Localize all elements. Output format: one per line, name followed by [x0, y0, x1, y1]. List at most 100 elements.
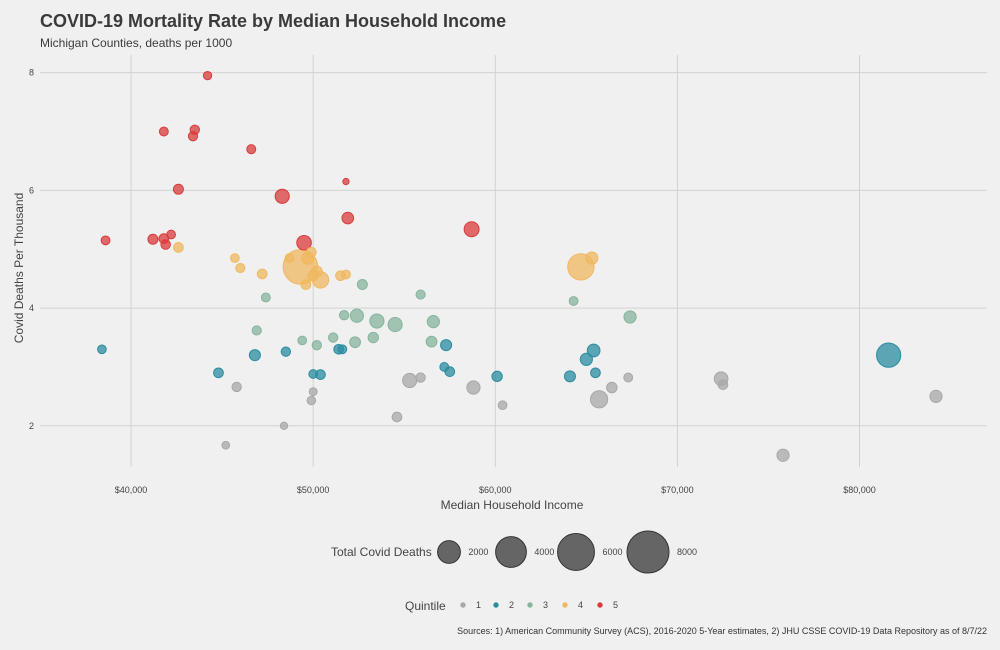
data-point-quintile-2	[337, 344, 348, 355]
data-point-quintile-2	[440, 339, 453, 352]
x-tick-label: $40,000	[115, 485, 148, 495]
data-point-quintile-4	[585, 251, 599, 265]
data-point-quintile-1	[306, 395, 317, 406]
data-point-quintile-3	[328, 332, 339, 343]
data-point-quintile-3	[349, 308, 364, 323]
size-legend-label: 2000	[468, 547, 488, 557]
data-point-quintile-1	[221, 440, 231, 450]
color-legend-swatch	[527, 602, 533, 608]
data-point-quintile-1	[589, 390, 609, 409]
color-legend-label: 3	[543, 600, 548, 610]
grid-lines	[40, 55, 987, 467]
data-point-quintile-5	[147, 233, 159, 245]
data-point-quintile-3	[415, 289, 426, 300]
data-point-quintile-1	[623, 372, 634, 383]
data-point-quintile-5	[160, 239, 171, 250]
data-point-quintile-4	[341, 269, 351, 280]
data-point-quintile-5	[187, 131, 199, 142]
data-point-quintile-3	[387, 316, 403, 333]
data-point-quintile-2	[491, 370, 503, 383]
data-point-quintile-3	[426, 315, 440, 329]
data-point-quintile-5	[274, 188, 290, 204]
color-legend-title: Quintile	[405, 599, 446, 613]
data-point-quintile-1	[776, 448, 790, 462]
data-point-quintile-1	[466, 380, 481, 395]
data-point-quintile-3	[369, 313, 385, 329]
data-point-quintile-5	[202, 70, 213, 81]
color-legend-swatch	[460, 602, 466, 608]
data-point-quintile-3	[311, 339, 322, 351]
data-point-quintile-4	[256, 268, 268, 280]
data-points	[97, 70, 943, 462]
size-legend-circle	[557, 533, 595, 571]
y-axis-title: Covid Deaths Per Thousand	[12, 193, 26, 344]
data-point-quintile-5	[296, 234, 312, 251]
data-point-quintile-1	[279, 421, 289, 431]
data-point-quintile-1	[391, 411, 403, 423]
data-point-quintile-1	[606, 381, 618, 394]
color-legend-label: 2	[509, 600, 514, 610]
color-legend-label: 5	[613, 600, 618, 610]
data-point-quintile-5	[463, 221, 480, 238]
color-legend-label: 4	[578, 600, 583, 610]
size-legend-label: 4000	[534, 547, 554, 557]
data-point-quintile-1	[717, 379, 729, 390]
data-point-quintile-4	[230, 253, 240, 263]
data-point-quintile-4	[235, 262, 246, 274]
y-tick-label: 2	[29, 421, 34, 431]
data-point-quintile-3	[623, 310, 637, 324]
color-legend-swatch	[493, 602, 499, 608]
data-point-quintile-2	[563, 370, 576, 383]
data-point-quintile-5	[246, 144, 257, 155]
data-point-quintile-3	[568, 296, 579, 306]
y-tick-label: 8	[29, 68, 34, 78]
source-note: Sources: 1) American Community Survey (A…	[457, 626, 987, 636]
color-legend-swatch	[597, 602, 603, 608]
data-point-quintile-2	[586, 343, 601, 358]
size-legend-label: 6000	[602, 547, 622, 557]
size-legend-label: 8000	[677, 547, 697, 557]
size-legend: Total Covid Deaths 2000 4000 6000 8000	[331, 530, 697, 574]
data-point-quintile-2	[590, 367, 601, 379]
data-point-quintile-2	[97, 344, 107, 355]
x-tick-label: $60,000	[479, 485, 512, 495]
data-point-quintile-2	[876, 342, 902, 368]
data-point-quintile-3	[338, 309, 350, 321]
x-tick-label: $50,000	[297, 485, 330, 495]
x-axis-ticks: $40,000 $50,000 $60,000 $70,000 $80,000	[115, 485, 876, 495]
size-legend-circle	[626, 530, 670, 574]
data-point-quintile-1	[308, 387, 318, 397]
data-point-quintile-5	[342, 177, 350, 186]
data-point-quintile-3	[356, 279, 368, 291]
data-point-quintile-1	[231, 381, 242, 393]
color-legend: Quintile 1 2 3 4 5	[405, 599, 618, 613]
data-point-quintile-3	[260, 292, 271, 303]
size-legend-circle	[495, 536, 527, 568]
data-point-quintile-4	[306, 246, 317, 258]
chart-title: COVID-19 Mortality Rate by Median Househ…	[40, 11, 506, 31]
data-point-quintile-5	[341, 211, 355, 225]
x-axis-title: Median Household Income	[441, 498, 584, 512]
data-point-quintile-1	[497, 400, 508, 411]
data-point-quintile-1	[402, 372, 418, 389]
data-point-quintile-4	[173, 242, 184, 253]
data-point-quintile-3	[251, 325, 262, 336]
data-point-quintile-5	[158, 126, 169, 137]
x-tick-label: $80,000	[843, 485, 876, 495]
data-point-quintile-3	[297, 335, 308, 346]
y-tick-label: 4	[29, 303, 34, 313]
data-point-quintile-5	[166, 229, 176, 240]
data-point-quintile-2	[439, 362, 450, 372]
size-legend-circle	[437, 540, 461, 564]
data-point-quintile-1	[929, 389, 943, 403]
color-legend-label: 1	[476, 600, 481, 610]
data-point-quintile-3	[425, 335, 438, 348]
data-point-quintile-5	[100, 235, 111, 246]
chart-subtitle: Michigan Counties, deaths per 1000	[40, 36, 232, 50]
data-point-quintile-3	[349, 336, 361, 349]
data-point-quintile-2	[248, 349, 261, 362]
data-point-quintile-5	[172, 183, 184, 195]
data-point-quintile-4	[300, 279, 312, 290]
data-point-quintile-3	[367, 331, 379, 344]
data-point-quintile-2	[213, 367, 224, 379]
